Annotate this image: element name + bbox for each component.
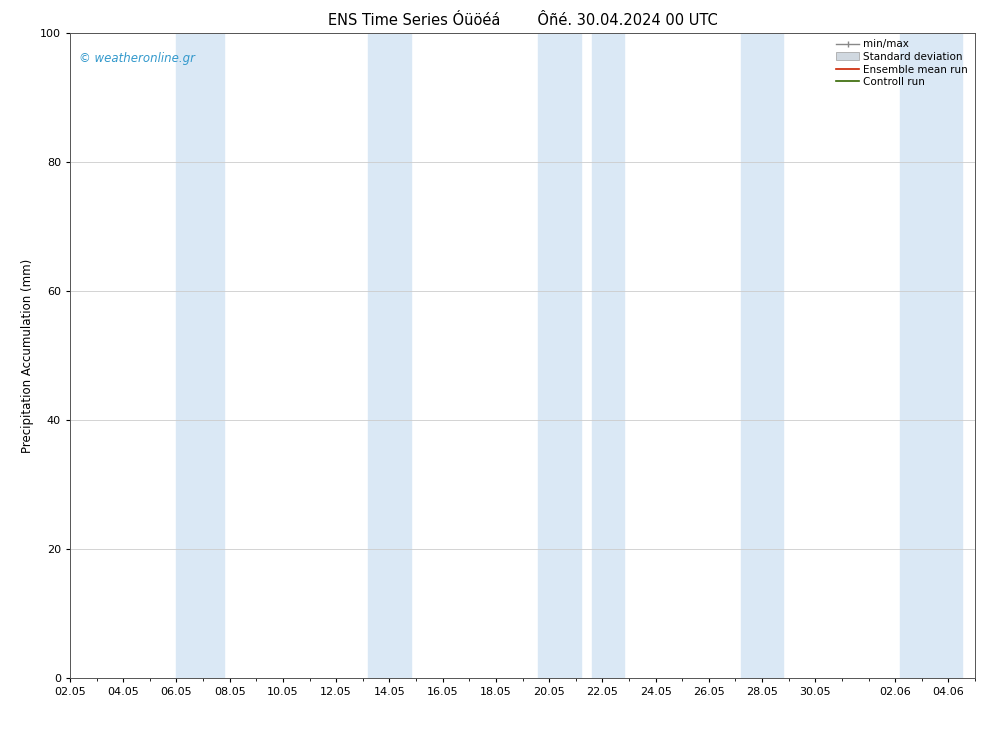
- Text: © weatheronline.gr: © weatheronline.gr: [79, 52, 195, 65]
- Bar: [176, 33, 224, 678]
- Y-axis label: Precipitation Accumulation (mm): Precipitation Accumulation (mm): [21, 258, 34, 453]
- Title: ENS Time Series Óüöéá        Ôñé. 30.04.2024 00 UTC: ENS Time Series Óüöéá Ôñé. 30.04.2024 00…: [328, 12, 717, 28]
- Bar: [900, 33, 962, 678]
- Bar: [538, 33, 581, 678]
- Bar: [592, 33, 624, 678]
- Legend: min/max, Standard deviation, Ensemble mean run, Controll run: min/max, Standard deviation, Ensemble me…: [836, 40, 968, 87]
- Bar: [368, 33, 411, 678]
- Bar: [741, 33, 783, 678]
